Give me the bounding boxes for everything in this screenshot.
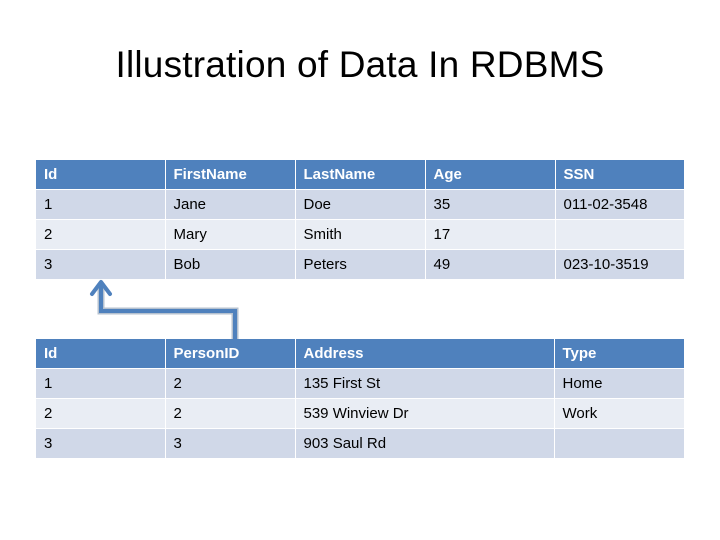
slide-title: Illustration of Data In RDBMS [115, 44, 605, 85]
table-cell: 49 [425, 249, 556, 280]
table-cell: 3 [36, 428, 166, 459]
table-cell [555, 219, 685, 250]
table-cell: 2 [165, 368, 296, 399]
table-cell: 17 [425, 219, 556, 250]
column-header: LastName [295, 160, 426, 190]
column-header: Id [36, 339, 166, 369]
table-cell: 135 First St [295, 368, 555, 399]
column-header: Type [554, 339, 685, 369]
table-header-row: Id PersonID Address Type [36, 339, 685, 369]
table-cell: Bob [165, 249, 296, 280]
table-cell [554, 428, 685, 459]
table-cell: Mary [165, 219, 296, 250]
table-row: 2 Mary Smith 17 [36, 219, 685, 250]
table-cell: Work [554, 398, 685, 429]
table-row: 2 2 539 Winview Dr Work [36, 398, 685, 429]
table-row: 1 2 135 First St Home [36, 368, 685, 399]
column-header: SSN [555, 160, 685, 190]
column-header: PersonID [165, 339, 296, 369]
column-header: FirstName [165, 160, 296, 190]
table-cell: 023-10-3519 [555, 249, 685, 280]
column-header: Age [425, 160, 556, 190]
table-cell: 3 [165, 428, 296, 459]
arrowhead-icon [90, 280, 112, 296]
table-row: 3 3 903 Saul Rd [36, 428, 685, 459]
table-cell: 2 [36, 398, 166, 429]
table-cell: Home [554, 368, 685, 399]
table-cell: 011-02-3548 [555, 189, 685, 220]
table-cell: Doe [295, 189, 426, 220]
table-cell: Peters [295, 249, 426, 280]
table-cell: 2 [165, 398, 296, 429]
table-cell: 2 [36, 219, 166, 250]
foreign-key-arrow-line [97, 283, 239, 339]
table-cell: Smith [295, 219, 426, 250]
column-header: Id [36, 160, 166, 190]
column-header: Address [295, 339, 555, 369]
table-cell: 1 [36, 368, 166, 399]
table-row: 1 Jane Doe 35 011-02-3548 [36, 189, 685, 220]
table-cell: 1 [36, 189, 166, 220]
table-cell: 35 [425, 189, 556, 220]
table-cell: 903 Saul Rd [295, 428, 555, 459]
table-cell: 539 Winview Dr [295, 398, 555, 429]
table-cell: 3 [36, 249, 166, 280]
table-header-row: Id FirstName LastName Age SSN [36, 160, 685, 190]
table-cell: Jane [165, 189, 296, 220]
table-row: 3 Bob Peters 49 023-10-3519 [36, 249, 685, 280]
address-table: Id PersonID Address Type 1 2 135 First S… [36, 339, 685, 459]
person-table: Id FirstName LastName Age SSN 1 Jane Doe… [36, 160, 685, 280]
